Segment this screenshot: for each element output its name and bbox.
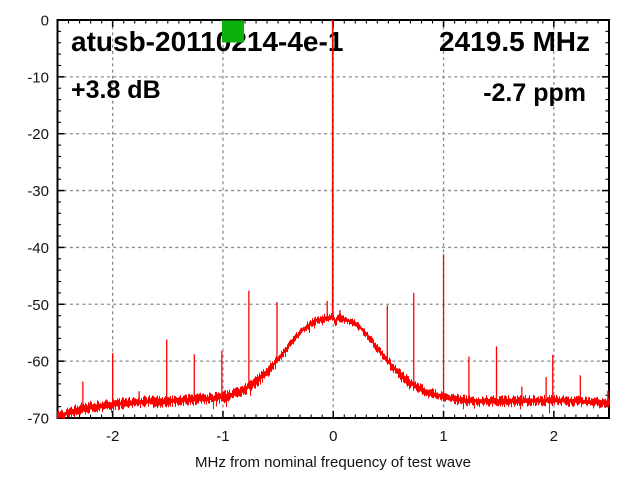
y-tick-label: -10 — [27, 69, 49, 86]
x-tick-label: -2 — [106, 428, 119, 445]
chart-title: atusb-20110214-4e-1 — [71, 26, 343, 57]
y-tick-label: -30 — [27, 183, 49, 200]
x-axis-title: MHz from nominal frequency of test wave — [195, 454, 471, 471]
x-tick-label: 0 — [329, 428, 337, 445]
y-tick-label: -20 — [27, 126, 49, 143]
spectrum-noise-trace — [57, 313, 610, 419]
x-tick-label: -1 — [216, 428, 229, 445]
y-tick-label: -50 — [27, 297, 49, 314]
x-tick-label: 1 — [439, 428, 447, 445]
y-tick-label: -60 — [27, 354, 49, 371]
y-tick-label: -70 — [27, 411, 49, 428]
center-frequency-label: 2419.5 MHz — [439, 26, 590, 57]
frequency-error-label: -2.7 ppm — [483, 79, 586, 107]
trace-layer — [57, 20, 610, 419]
x-tick-label: 2 — [550, 428, 558, 445]
power-offset-label: +3.8 dB — [71, 76, 161, 104]
y-tick-label: 0 — [41, 13, 49, 30]
status-marker-square — [222, 20, 244, 43]
spectrum-envelope-line — [57, 316, 610, 417]
axis-layer: -2 -1 0 1 20-10-20-30-40-50-60-70 — [27, 13, 610, 445]
y-tick-label: -40 — [27, 240, 49, 257]
